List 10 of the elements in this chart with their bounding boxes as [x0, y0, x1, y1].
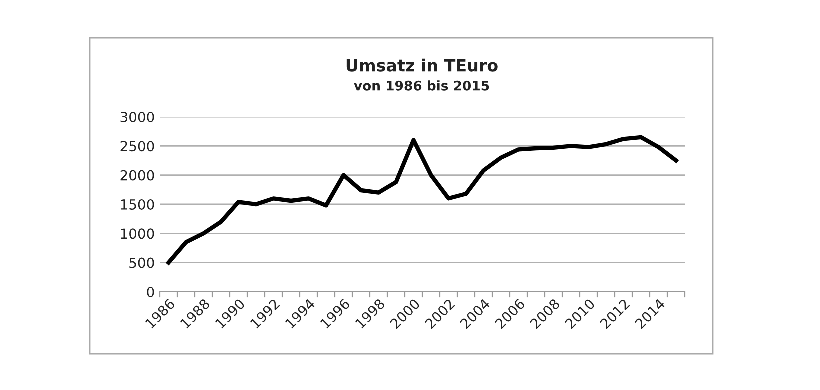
chart-subtitle: von 1986 bis 2015: [354, 80, 490, 91]
y-tick-label: 0: [147, 286, 154, 298]
line-series: [166, 135, 678, 265]
y-tick-label: 2500: [120, 141, 154, 152]
y-tick-label: 500: [130, 258, 154, 268]
y-tick-label: 2000: [120, 170, 154, 181]
y-tick-label: 1500: [121, 199, 154, 210]
y-tick-label: 1000: [121, 228, 154, 240]
y-tick-label: 3000: [120, 112, 154, 122]
chart-title: Umsatz in TEuro: [346, 58, 498, 72]
